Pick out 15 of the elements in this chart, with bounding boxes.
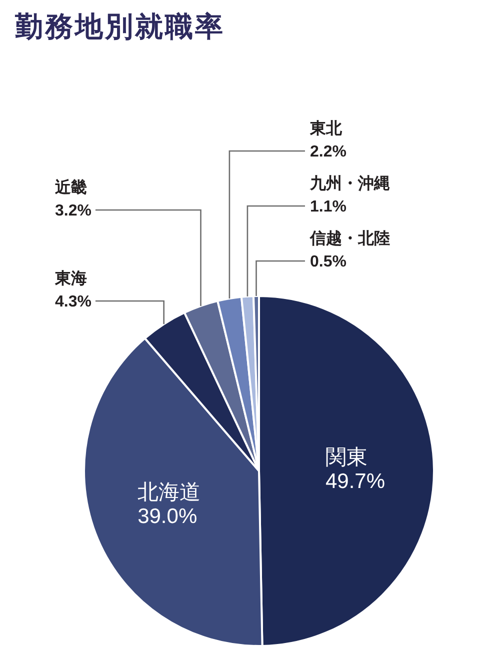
data-label: 2.2%: [310, 143, 346, 160]
chart-title: 勤務地別就職率: [15, 10, 225, 44]
data-label: 0.5%: [310, 253, 346, 270]
data-label: 3.2%: [55, 202, 92, 220]
slice-label: 近畿: [54, 178, 87, 196]
data-label: 1.1%: [310, 198, 346, 216]
slice-label: 九州・沖縄: [309, 174, 390, 192]
slice-label: 北海道: [138, 481, 201, 504]
data-label: 4.3%: [55, 293, 92, 310]
slice-label: 関東: [325, 446, 368, 469]
data-label: 49.7%: [325, 470, 386, 493]
data-label: 39.0%: [138, 505, 198, 528]
slice-label: 東北: [309, 119, 343, 138]
slice-label: 東海: [54, 269, 87, 288]
slice-label: 信越・北陸: [309, 229, 390, 248]
